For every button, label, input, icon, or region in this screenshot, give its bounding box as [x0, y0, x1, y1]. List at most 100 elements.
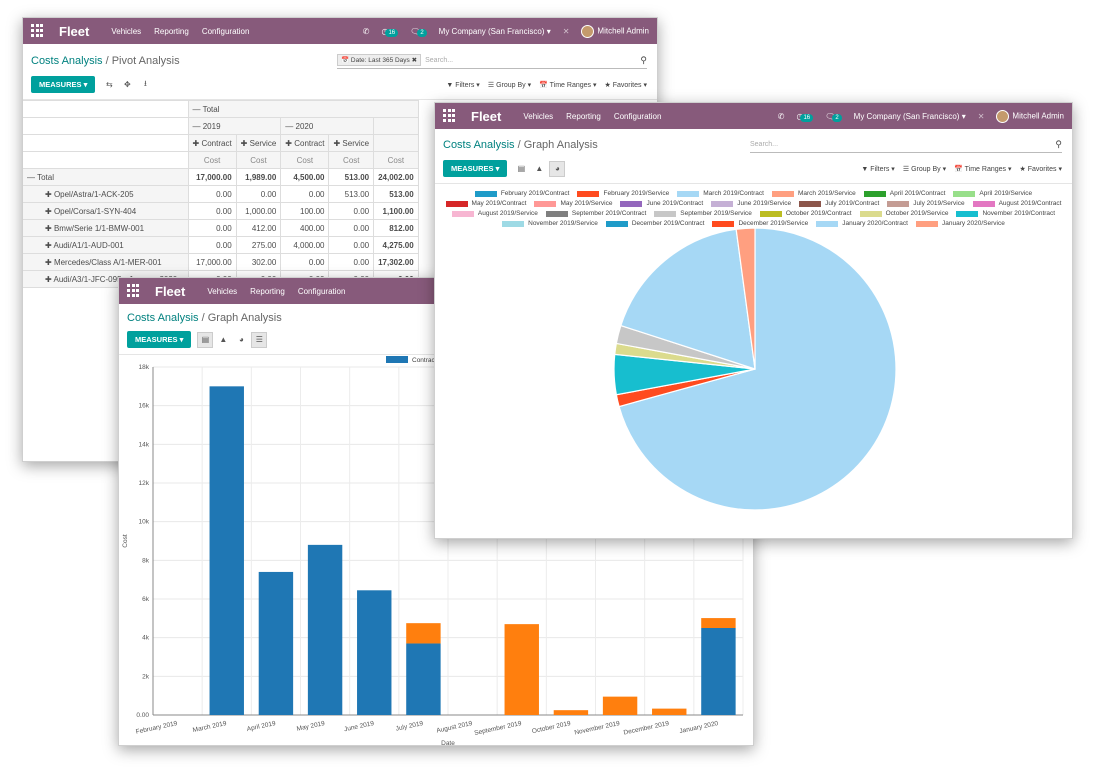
- bar[interactable]: [701, 618, 736, 628]
- legend-item[interactable]: July 2019/Contract: [799, 200, 879, 207]
- legend-item[interactable]: August 2019/Contract: [972, 200, 1061, 207]
- pie-slice[interactable]: [735, 227, 756, 370]
- line-chart-icon[interactable]: ▲: [219, 335, 228, 344]
- user-menu[interactable]: Mitchell Admin: [996, 109, 1064, 123]
- favorites-button[interactable]: ★ Favorites ▾: [1019, 165, 1063, 173]
- bar[interactable]: [602, 696, 638, 715]
- measures-button[interactable]: MEASURES ▾: [443, 160, 508, 177]
- legend-item[interactable]: April 2019/Contract: [863, 190, 945, 197]
- legend-item[interactable]: August 2019/Service: [451, 210, 538, 217]
- col-header-service[interactable]: ✚ Service: [328, 134, 375, 152]
- remove-facet-icon[interactable]: ✖: [411, 57, 418, 64]
- search-bar[interactable]: 📅 Date: Last 365 Days ✖ Search... ⚲: [337, 52, 647, 69]
- activity-icon[interactable]: ◷16: [796, 112, 814, 122]
- bar-chart-icon[interactable]: ▤: [517, 164, 526, 173]
- col-header-contract[interactable]: ✚ Contract: [280, 134, 330, 152]
- menu-configuration[interactable]: Configuration: [297, 286, 346, 296]
- flip-axis-icon[interactable]: ⇆: [106, 80, 113, 89]
- group-by-button[interactable]: ☰ Group By ▾: [487, 81, 532, 89]
- company-switcher[interactable]: My Company (San Francisco) ▾: [438, 26, 551, 36]
- menu-reporting[interactable]: Reporting: [250, 286, 285, 296]
- filters-button[interactable]: ▼ Filters ▾: [446, 81, 480, 89]
- col-header-contract[interactable]: ✚ Contract: [187, 134, 237, 152]
- menu-vehicles[interactable]: Vehicles: [523, 111, 554, 121]
- phone-icon[interactable]: ✆: [362, 26, 370, 36]
- measure-header[interactable]: Cost: [280, 151, 330, 169]
- legend-item[interactable]: February 2019/Contract: [474, 190, 569, 197]
- legend-item[interactable]: September 2019/Service: [654, 210, 752, 217]
- col-header-service[interactable]: ✚ Service: [235, 134, 282, 152]
- legend-item[interactable]: September 2019/Contract: [545, 210, 646, 217]
- expand-all-icon[interactable]: ✥: [124, 80, 131, 89]
- row-header[interactable]: ✚ Opel/Astra/1-ACK-205: [23, 185, 189, 203]
- measures-button[interactable]: MEASURES ▾: [31, 76, 96, 93]
- legend-item[interactable]: November 2019/Contract: [956, 210, 1055, 217]
- legend-item[interactable]: October 2019/Contract: [759, 210, 852, 217]
- menu-configuration[interactable]: Configuration: [201, 26, 250, 36]
- search-input[interactable]: Search...: [750, 141, 779, 148]
- legend-item[interactable]: May 2019/Service: [534, 200, 612, 207]
- bar-chart-icon[interactable]: ▤: [197, 331, 214, 348]
- apps-menu-icon[interactable]: [443, 109, 457, 123]
- breadcrumb-root[interactable]: Costs Analysis: [127, 312, 199, 324]
- menu-vehicles[interactable]: Vehicles: [207, 286, 238, 296]
- pie-chart-icon[interactable]: ◕: [549, 160, 566, 177]
- stacked-icon[interactable]: ☰: [251, 331, 268, 348]
- measure-header[interactable]: Cost: [373, 151, 419, 169]
- bar[interactable]: [406, 623, 441, 644]
- search-icon[interactable]: ⚲: [640, 54, 647, 65]
- messages-icon[interactable]: 🗨2: [410, 27, 427, 37]
- apps-menu-icon[interactable]: [31, 24, 45, 38]
- menu-vehicles[interactable]: Vehicles: [111, 26, 142, 36]
- legend-swatch[interactable]: [386, 356, 408, 363]
- pie-slice[interactable]: [620, 228, 756, 370]
- time-ranges-button[interactable]: 📅 Time Ranges ▾: [954, 165, 1012, 173]
- legend-item[interactable]: April 2019/Service: [953, 190, 1032, 197]
- time-ranges-button[interactable]: 📅 Time Ranges ▾: [539, 81, 597, 89]
- row-header[interactable]: ✚ Opel/Corsa/1-SYN-404: [23, 202, 189, 220]
- bar[interactable]: [406, 643, 441, 715]
- app-brand[interactable]: Fleet: [471, 108, 502, 124]
- phone-icon[interactable]: ✆: [777, 111, 785, 121]
- legend-item[interactable]: December 2019/Contract: [605, 220, 704, 227]
- legend-item[interactable]: May 2019/Contract: [445, 200, 526, 207]
- search-facet[interactable]: 📅 Date: Last 365 Days ✖: [337, 54, 422, 66]
- measures-button[interactable]: MEASURES ▾: [127, 331, 192, 348]
- user-menu[interactable]: Mitchell Admin: [581, 24, 649, 38]
- activity-icon[interactable]: ◷16: [381, 27, 399, 37]
- row-header-total[interactable]: — Total: [23, 168, 189, 186]
- legend-item[interactable]: June 2019/Service: [711, 200, 791, 207]
- bar[interactable]: [357, 590, 392, 715]
- row-header[interactable]: ✚ Bmw/Serie 1/1-BMW-001: [23, 219, 189, 237]
- menu-configuration[interactable]: Configuration: [613, 111, 662, 121]
- legend-item[interactable]: February 2019/Service: [577, 190, 669, 197]
- company-switcher[interactable]: My Company (San Francisco) ▾: [853, 111, 966, 121]
- bar[interactable]: [652, 708, 687, 715]
- breadcrumb-root[interactable]: Costs Analysis: [31, 54, 103, 67]
- col-header-2020[interactable]: — 2020: [280, 117, 375, 135]
- measure-header[interactable]: Cost: [328, 151, 375, 169]
- bar[interactable]: [701, 628, 736, 715]
- messages-icon[interactable]: 🗨2: [825, 112, 842, 122]
- search-bar[interactable]: Search... ⚲: [750, 137, 1062, 153]
- row-header[interactable]: ✚ Audi/A1/1-AUD-001: [23, 236, 189, 254]
- measure-header[interactable]: Cost: [187, 151, 237, 169]
- search-icon[interactable]: ⚲: [1055, 139, 1062, 149]
- apps-menu-icon[interactable]: [127, 284, 141, 298]
- pie-slice[interactable]: [618, 227, 897, 511]
- legend-item[interactable]: March 2019/Contract: [677, 190, 764, 197]
- bar[interactable]: [258, 571, 294, 715]
- legend-item[interactable]: January 2020/Service: [915, 220, 1005, 227]
- line-chart-icon[interactable]: ▲: [535, 164, 544, 173]
- legend-item[interactable]: January 2020/Contract: [816, 220, 908, 227]
- close-icon[interactable]: ✕: [562, 26, 570, 36]
- legend-label[interactable]: Contract: [412, 357, 437, 364]
- col-header-2019[interactable]: — 2019: [187, 117, 282, 135]
- app-brand[interactable]: Fleet: [155, 283, 186, 299]
- legend-item[interactable]: June 2019/Contract: [620, 200, 703, 207]
- legend-item[interactable]: November 2019/Service: [502, 220, 598, 227]
- legend-item[interactable]: March 2019/Service: [771, 190, 856, 197]
- col-header-total[interactable]: — Total: [187, 100, 419, 118]
- app-brand[interactable]: Fleet: [59, 23, 90, 39]
- close-icon[interactable]: ✕: [977, 111, 985, 121]
